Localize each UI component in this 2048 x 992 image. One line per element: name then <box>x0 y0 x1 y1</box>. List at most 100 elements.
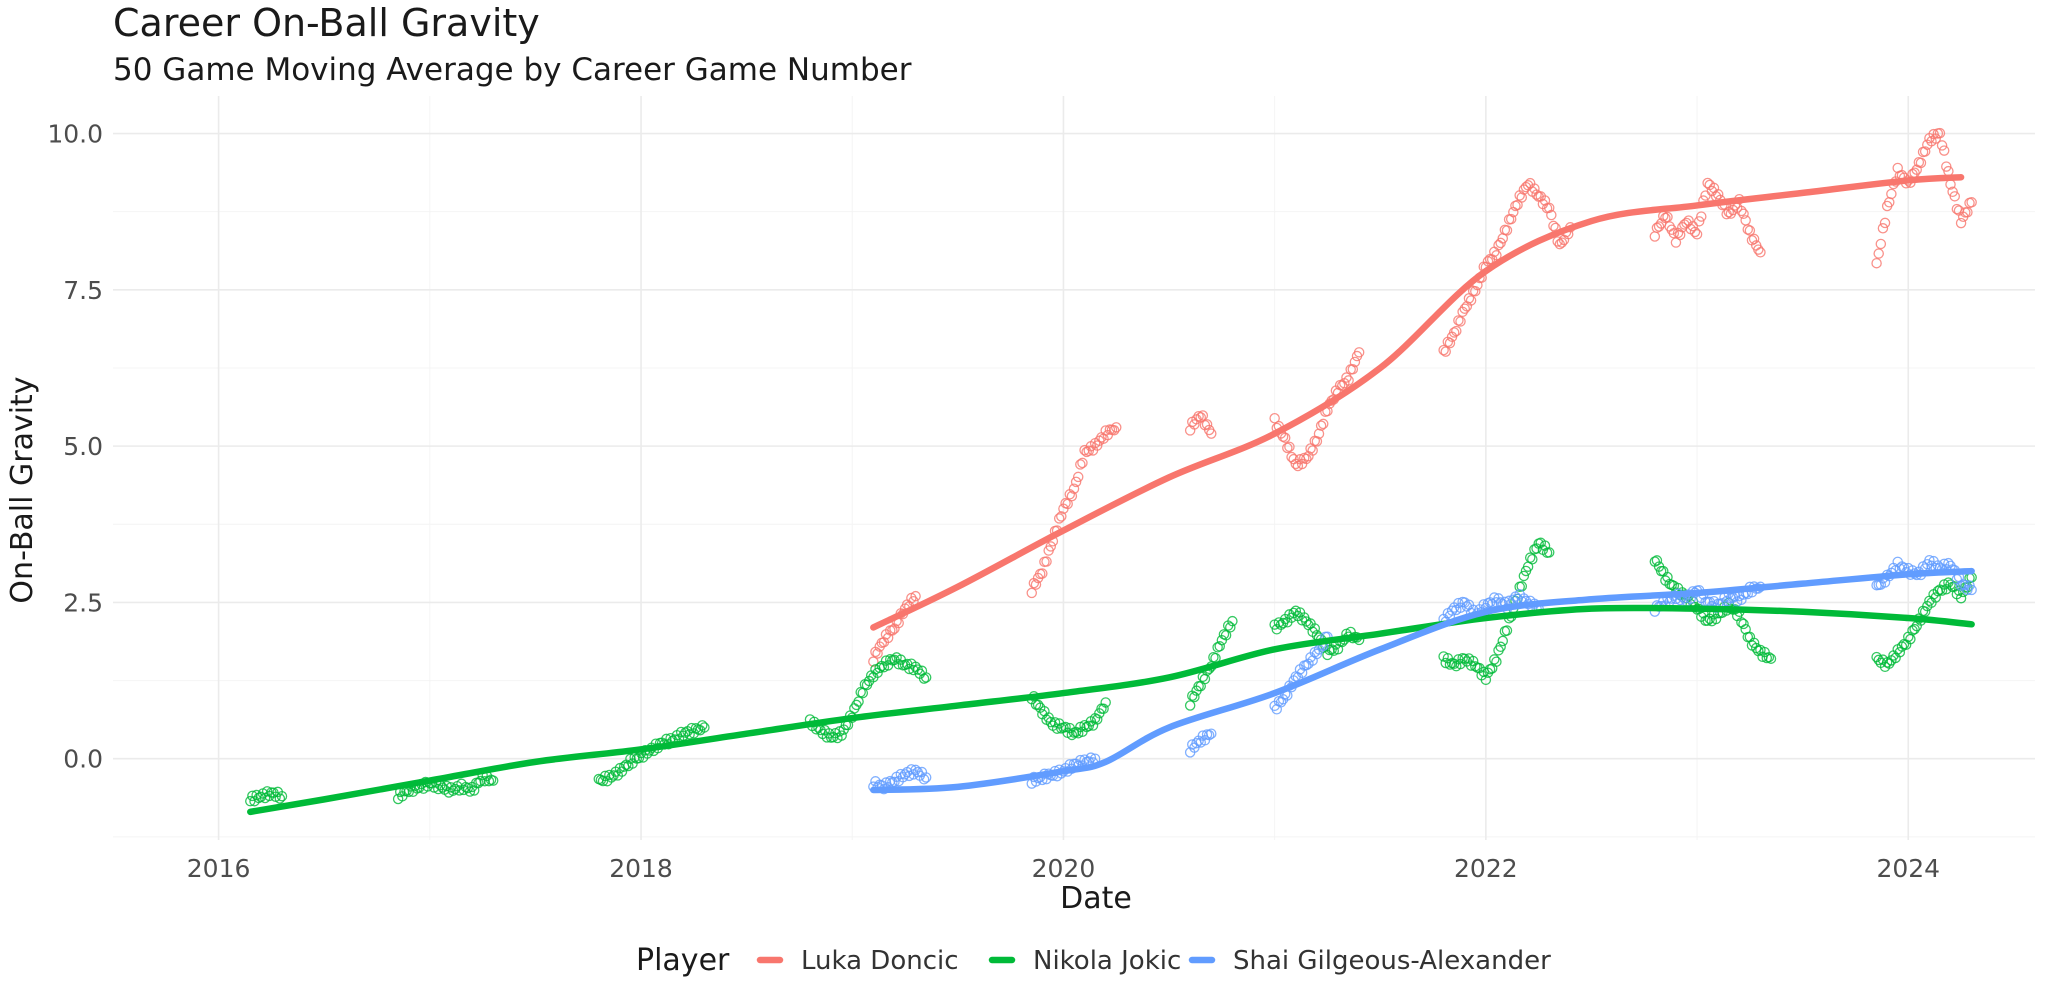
data-point <box>1451 325 1462 337</box>
data-point <box>1438 344 1449 356</box>
x-tick-label: 2020 <box>1032 854 1096 883</box>
data-point <box>599 770 611 782</box>
x-tick-label: 2024 <box>1876 854 1940 883</box>
data-point <box>853 696 864 707</box>
data-points <box>245 127 1977 807</box>
data-point <box>1070 476 1082 488</box>
data-point <box>1440 346 1451 357</box>
data-point <box>684 729 695 740</box>
data-point <box>1470 285 1481 297</box>
data-point <box>1936 140 1948 151</box>
trend-line-luka-doncic <box>870 174 1965 631</box>
data-point <box>1955 217 1967 229</box>
y-tick-label: 2.5 <box>63 588 103 617</box>
chart-subtitle: 50 Game Moving Average by Career Game Nu… <box>113 52 912 88</box>
data-point <box>1307 445 1318 456</box>
data-point <box>904 663 915 675</box>
data-point <box>604 769 615 781</box>
trend-line-shai-gilgeous-alexander <box>870 567 1975 794</box>
data-point <box>1543 547 1555 558</box>
y-tick-label: 5.0 <box>63 432 103 461</box>
data-point <box>1871 257 1882 269</box>
data-point <box>1505 213 1517 225</box>
x-tick-label: 2018 <box>609 854 673 883</box>
data-point <box>1653 221 1665 232</box>
data-point <box>1100 425 1111 436</box>
data-point <box>1875 238 1887 250</box>
data-point <box>1465 295 1477 306</box>
data-point <box>1696 211 1707 222</box>
data-point <box>836 730 847 741</box>
data-point <box>1738 208 1749 220</box>
data-point <box>1755 247 1766 258</box>
data-point <box>1066 490 1078 502</box>
data-point <box>1313 428 1325 439</box>
legend-title: Player <box>636 943 730 978</box>
trend-line-nikola-jokic <box>247 604 1975 816</box>
data-point <box>1738 618 1749 630</box>
data-point <box>1030 579 1042 590</box>
data-point <box>1203 729 1215 741</box>
data-point <box>1220 630 1232 641</box>
data-point <box>1201 419 1213 430</box>
data-point <box>1662 571 1673 583</box>
data-point <box>1662 211 1673 223</box>
data-point <box>1556 237 1568 248</box>
data-point <box>1501 225 1513 236</box>
data-point <box>1225 622 1236 633</box>
data-point <box>918 673 930 684</box>
data-point <box>1336 380 1348 391</box>
data-point <box>274 793 286 804</box>
data-point <box>1491 656 1502 667</box>
data-point <box>1742 224 1754 235</box>
data-point <box>1195 412 1206 423</box>
data-point <box>1938 558 1950 570</box>
data-point <box>1886 188 1897 200</box>
data-point <box>1353 347 1365 358</box>
x-axis-title: Date <box>1060 881 1132 916</box>
data-point <box>1214 641 1225 652</box>
y-axis-title: On-Ball Gravity <box>5 376 40 603</box>
data-point <box>1689 226 1701 238</box>
data-point <box>1279 432 1291 444</box>
data-point <box>1455 316 1466 327</box>
data-point <box>1548 220 1559 232</box>
data-point <box>487 775 499 786</box>
data-point <box>1062 498 1073 510</box>
data-point <box>1736 205 1747 217</box>
data-point <box>918 774 930 785</box>
data-point <box>1444 659 1456 670</box>
data-point <box>1546 209 1557 221</box>
data-point <box>1189 419 1200 430</box>
data-point <box>920 672 932 683</box>
data-point <box>1934 127 1946 139</box>
data-point <box>1053 513 1065 524</box>
data-point <box>1056 511 1067 522</box>
data-point <box>1184 700 1196 711</box>
data-point <box>1041 556 1052 567</box>
data-point <box>1501 625 1513 636</box>
data-point <box>1341 372 1352 383</box>
data-point <box>1459 303 1470 314</box>
data-point <box>473 777 484 789</box>
data-point <box>1877 223 1889 234</box>
data-point <box>910 590 921 602</box>
data-point <box>1936 585 1948 596</box>
data-point <box>1037 568 1048 579</box>
legend: Player Luka Doncic Nikola Jokic Shai Gilgeo… <box>636 943 1551 978</box>
data-point <box>1651 555 1663 566</box>
data-point <box>1026 587 1038 599</box>
data-point <box>893 659 904 670</box>
data-point <box>1444 337 1456 349</box>
data-point <box>1068 483 1080 494</box>
y-axis-ticks: 0.0 2.5 5.0 7.5 10.0 <box>47 120 103 774</box>
data-point <box>1763 651 1775 663</box>
data-point <box>1077 457 1088 469</box>
data-point <box>276 790 288 802</box>
data-point <box>1110 422 1122 433</box>
data-point <box>1347 364 1359 375</box>
data-point <box>1497 635 1509 647</box>
data-point <box>1930 592 1941 603</box>
data-point <box>1748 233 1760 245</box>
